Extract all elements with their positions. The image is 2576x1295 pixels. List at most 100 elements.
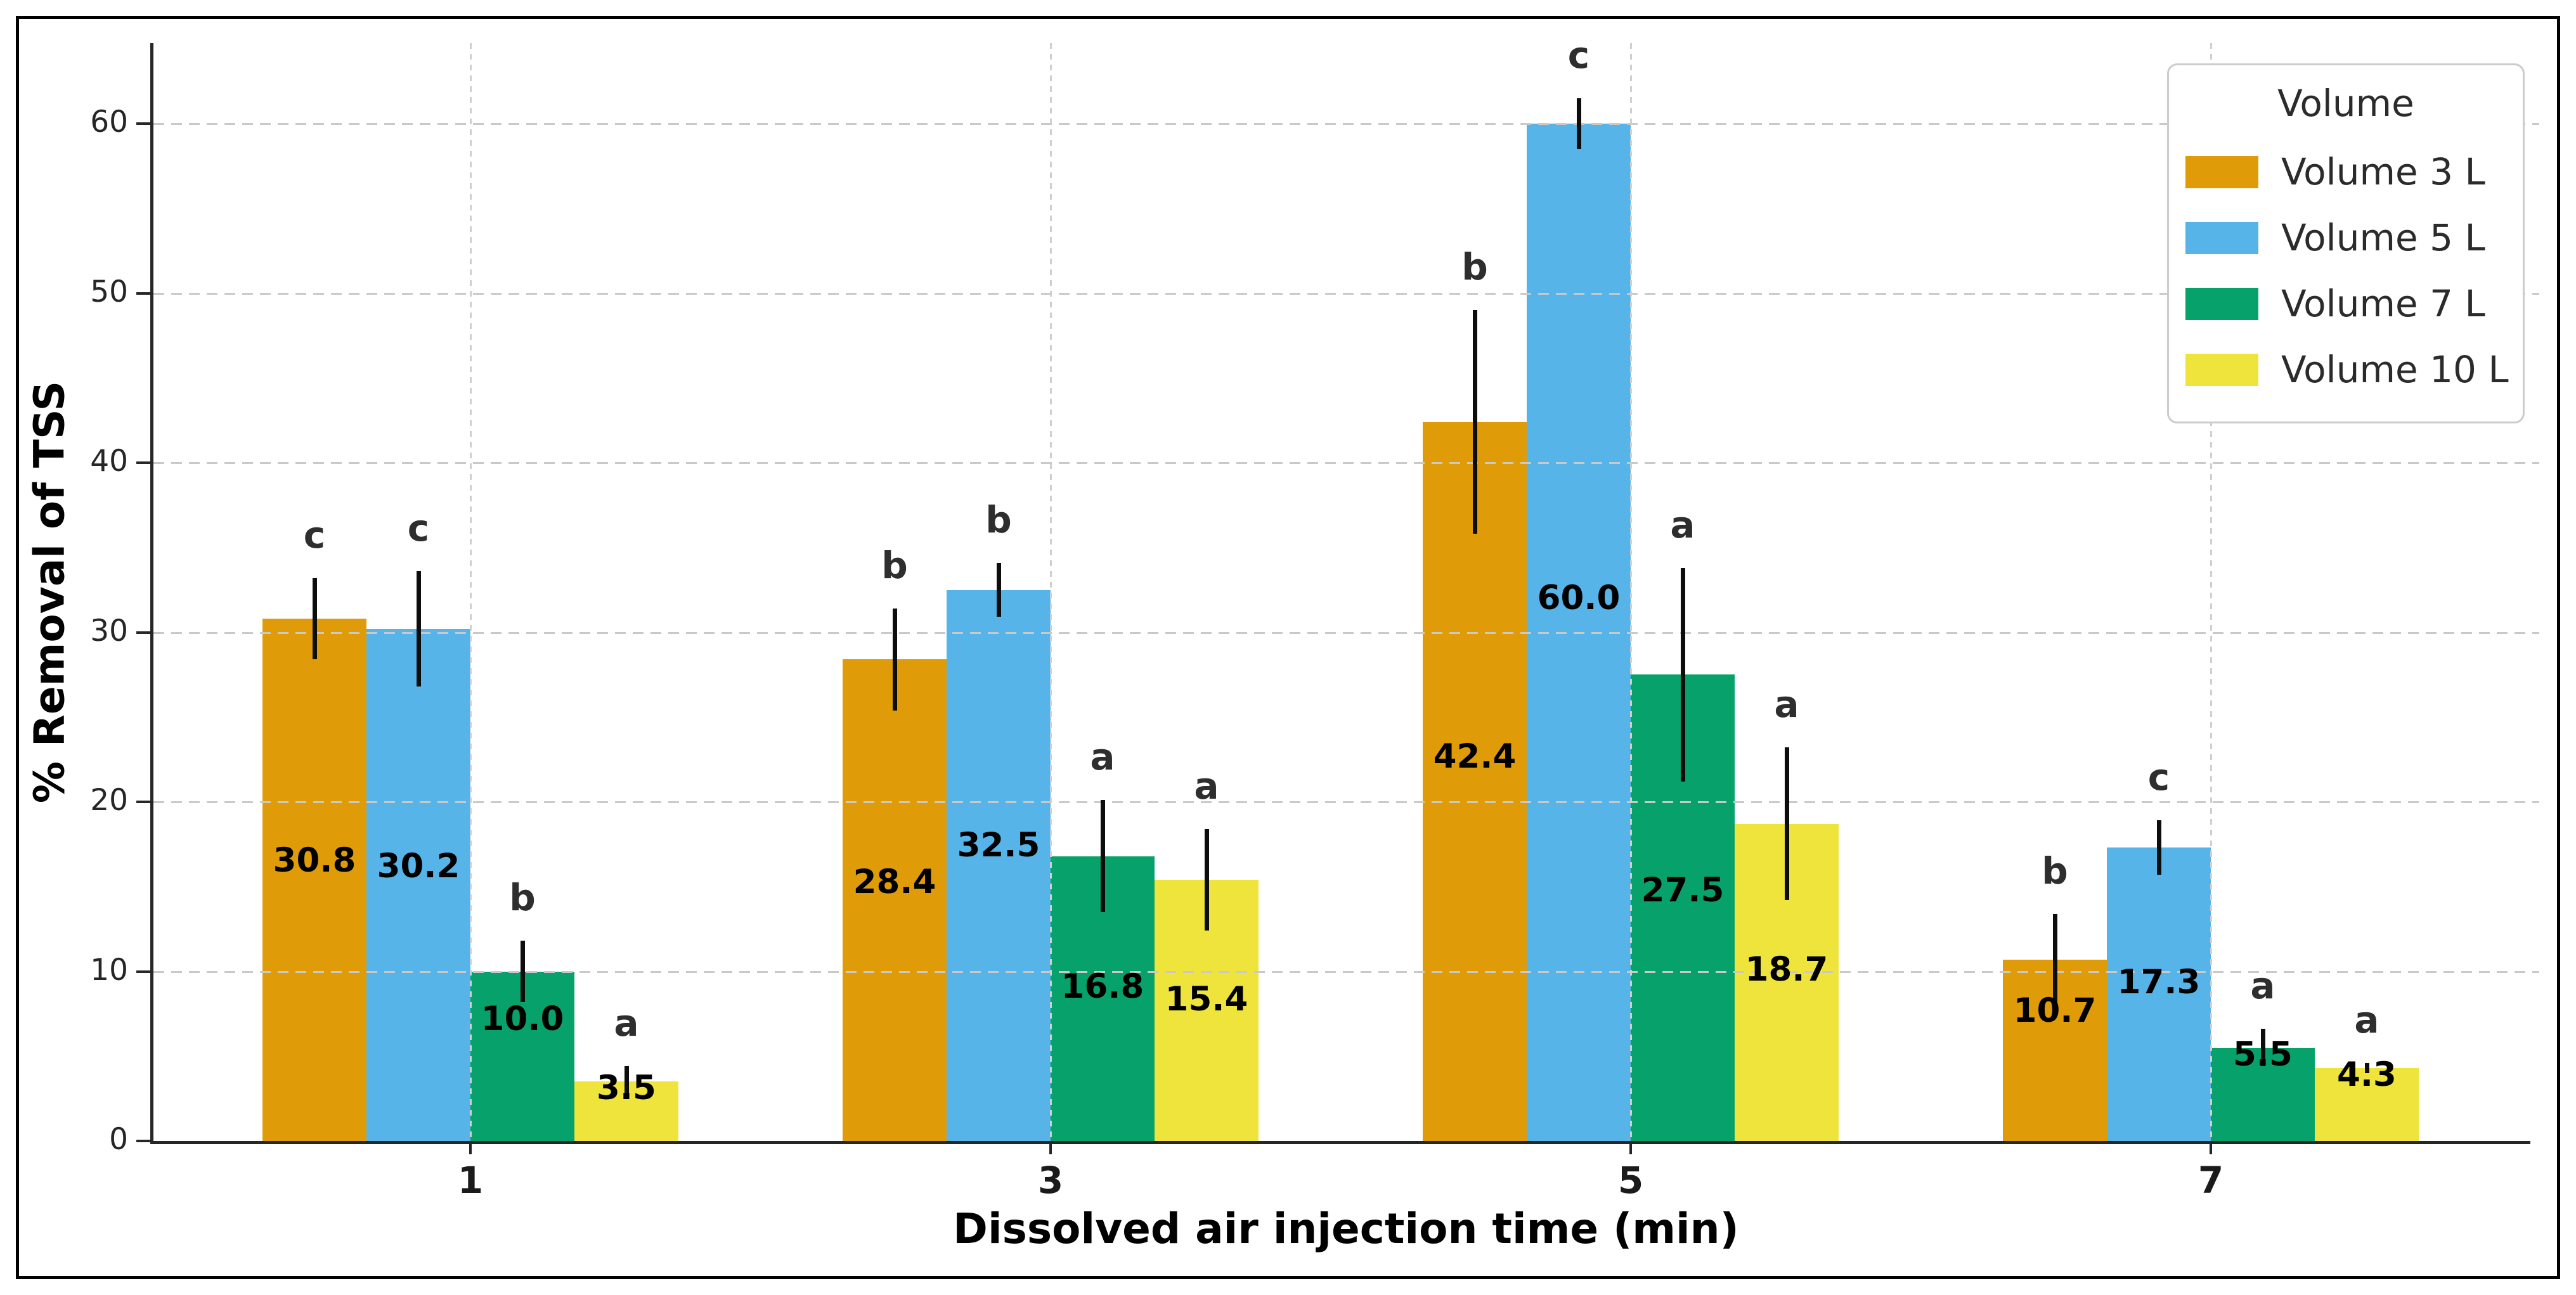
- legend: Volume Volume 3 L Volume 5 L Volume 7 L Vol…: [2167, 63, 2525, 423]
- x-tick-label-5: 5: [1617, 1159, 1644, 1202]
- error-bar-volume-5-l-t1: [416, 571, 421, 687]
- gridline-y-20: [153, 801, 2539, 804]
- error-bar-volume-10-l-t1: [624, 1066, 629, 1097]
- legend-entry-volume-5-l: Volume 5 L: [2169, 205, 2523, 271]
- significance-letter: c: [407, 506, 430, 550]
- significance-letter: b: [1461, 245, 1488, 289]
- value-label: 16.8: [1061, 967, 1144, 1006]
- value-label: 3.5: [597, 1069, 656, 1108]
- legend-entry-label: Volume 5 L: [2281, 216, 2485, 259]
- y-tick-50: [136, 292, 150, 295]
- value-label: 60.0: [1537, 579, 1621, 618]
- legend-entry-label: Volume 10 L: [2281, 348, 2509, 391]
- error-bar-volume-3-l-t1: [312, 577, 317, 660]
- gridline-y-50: [153, 292, 2539, 295]
- legend-swatch-icon: [2185, 155, 2258, 188]
- bar-volume-5-l-t7: [2107, 847, 2211, 1141]
- gridline-y-60: [153, 123, 2539, 126]
- error-bar-volume-3-l-t3: [892, 609, 897, 711]
- error-bar-volume-7-l-t5: [1680, 567, 1685, 782]
- error-bar-volume-10-l-t3: [1204, 828, 1209, 931]
- significance-letter: a: [1774, 683, 1799, 726]
- x-tick-1: [469, 1144, 472, 1154]
- gridline-y-40: [153, 462, 2539, 465]
- legend-title: Volume: [2277, 82, 2414, 125]
- x-tick-label-1: 1: [457, 1159, 484, 1202]
- value-label: 30.2: [377, 846, 460, 886]
- error-bar-volume-5-l-t7: [2156, 820, 2161, 875]
- value-label: 42.4: [1433, 737, 1517, 776]
- gridline-x-5: [1630, 43, 1632, 1141]
- gridline-x-7: [2210, 43, 2212, 1141]
- x-tick-5: [1629, 1144, 1632, 1154]
- error-bar-volume-7-l-t1: [520, 941, 525, 1002]
- x-tick-7: [2210, 1144, 2212, 1154]
- significance-letter: b: [881, 544, 908, 588]
- y-tick-40: [136, 461, 150, 465]
- legend-swatch-icon: [2185, 353, 2258, 386]
- bar-volume-5-l-t1: [366, 629, 470, 1141]
- significance-letter: c: [1567, 33, 1590, 77]
- legend-entry-volume-7-l: Volume 7 L: [2169, 271, 2523, 337]
- x-tick-3: [1049, 1144, 1052, 1154]
- error-bar-volume-10-l-t7: [2364, 1062, 2369, 1073]
- error-bar-volume-5-l-t3: [996, 562, 1001, 617]
- value-label: 17.3: [2117, 962, 2201, 1002]
- bar-volume-3-l-t1: [262, 619, 366, 1141]
- y-tick-label-30: 30: [90, 613, 128, 648]
- significance-letter: b: [985, 498, 1012, 541]
- y-tick-60: [136, 122, 150, 126]
- y-tick-label-50: 50: [90, 274, 128, 309]
- significance-letter: a: [2354, 998, 2379, 1041]
- error-bar-volume-7-l-t3: [1100, 800, 1105, 912]
- y-tick-0: [136, 1140, 150, 1142]
- legend-entries: Volume 3 L Volume 5 L Volume 7 L Volume 10 …: [2169, 139, 2523, 403]
- y-tick-label-0: 0: [109, 1122, 128, 1157]
- bar-volume-3-l-t5: [1423, 422, 1527, 1141]
- legend-entry-volume-10-l: Volume 10 L: [2169, 337, 2523, 403]
- significance-letter: a: [1090, 735, 1115, 779]
- y-tick-10: [136, 970, 150, 973]
- value-label: 10.0: [481, 999, 564, 1038]
- significance-letter: c: [2147, 756, 2170, 799]
- error-bar-volume-7-l-t7: [2260, 1029, 2265, 1067]
- error-bar-volume-3-l-t5: [1472, 310, 1477, 534]
- legend-entry-label: Volume 3 L: [2281, 150, 2485, 193]
- gridline-x-1: [470, 43, 472, 1141]
- significance-letter: b: [2042, 849, 2068, 892]
- value-label: 5.5: [2233, 1034, 2293, 1074]
- y-tick-label-40: 40: [90, 444, 128, 479]
- legend-entry-label: Volume 7 L: [2281, 282, 2485, 325]
- bar-volume-3-l-t3: [843, 659, 947, 1141]
- significance-letter: c: [303, 513, 326, 557]
- x-axis-title: Dissolved air injection time (min): [953, 1204, 1739, 1253]
- value-label: 10.7: [2013, 991, 2097, 1030]
- y-tick-label-10: 10: [90, 952, 128, 988]
- legend-entry-volume-3-l: Volume 3 L: [2169, 139, 2523, 205]
- gridline-y-10: [153, 970, 2539, 973]
- value-label: 15.4: [1165, 979, 1248, 1019]
- significance-letter: a: [614, 1002, 639, 1045]
- value-label: 28.4: [853, 863, 936, 902]
- y-tick-label-60: 60: [90, 105, 128, 140]
- gridline-y-30: [153, 631, 2539, 634]
- error-bar-volume-5-l-t5: [1576, 98, 1581, 150]
- y-axis-spine: [150, 43, 153, 1144]
- significance-letter: a: [1194, 764, 1219, 808]
- error-bar-volume-3-l-t7: [2052, 913, 2057, 1005]
- legend-swatch-icon: [2185, 287, 2258, 320]
- value-label: 4.3: [2337, 1055, 2397, 1095]
- y-tick-20: [136, 801, 150, 804]
- value-label: 30.8: [273, 841, 356, 880]
- bar-volume-5-l-t3: [947, 590, 1051, 1141]
- y-axis-title: % Removal of TSS: [25, 380, 74, 804]
- value-label: 27.5: [1641, 871, 1725, 910]
- gridline-x-3: [1050, 43, 1052, 1141]
- x-tick-label-3: 3: [1037, 1159, 1064, 1202]
- x-axis-spine: [150, 1141, 2530, 1144]
- error-bar-volume-10-l-t5: [1784, 747, 1789, 901]
- x-tick-label-7: 7: [2197, 1159, 2224, 1202]
- significance-letter: a: [1670, 503, 1695, 546]
